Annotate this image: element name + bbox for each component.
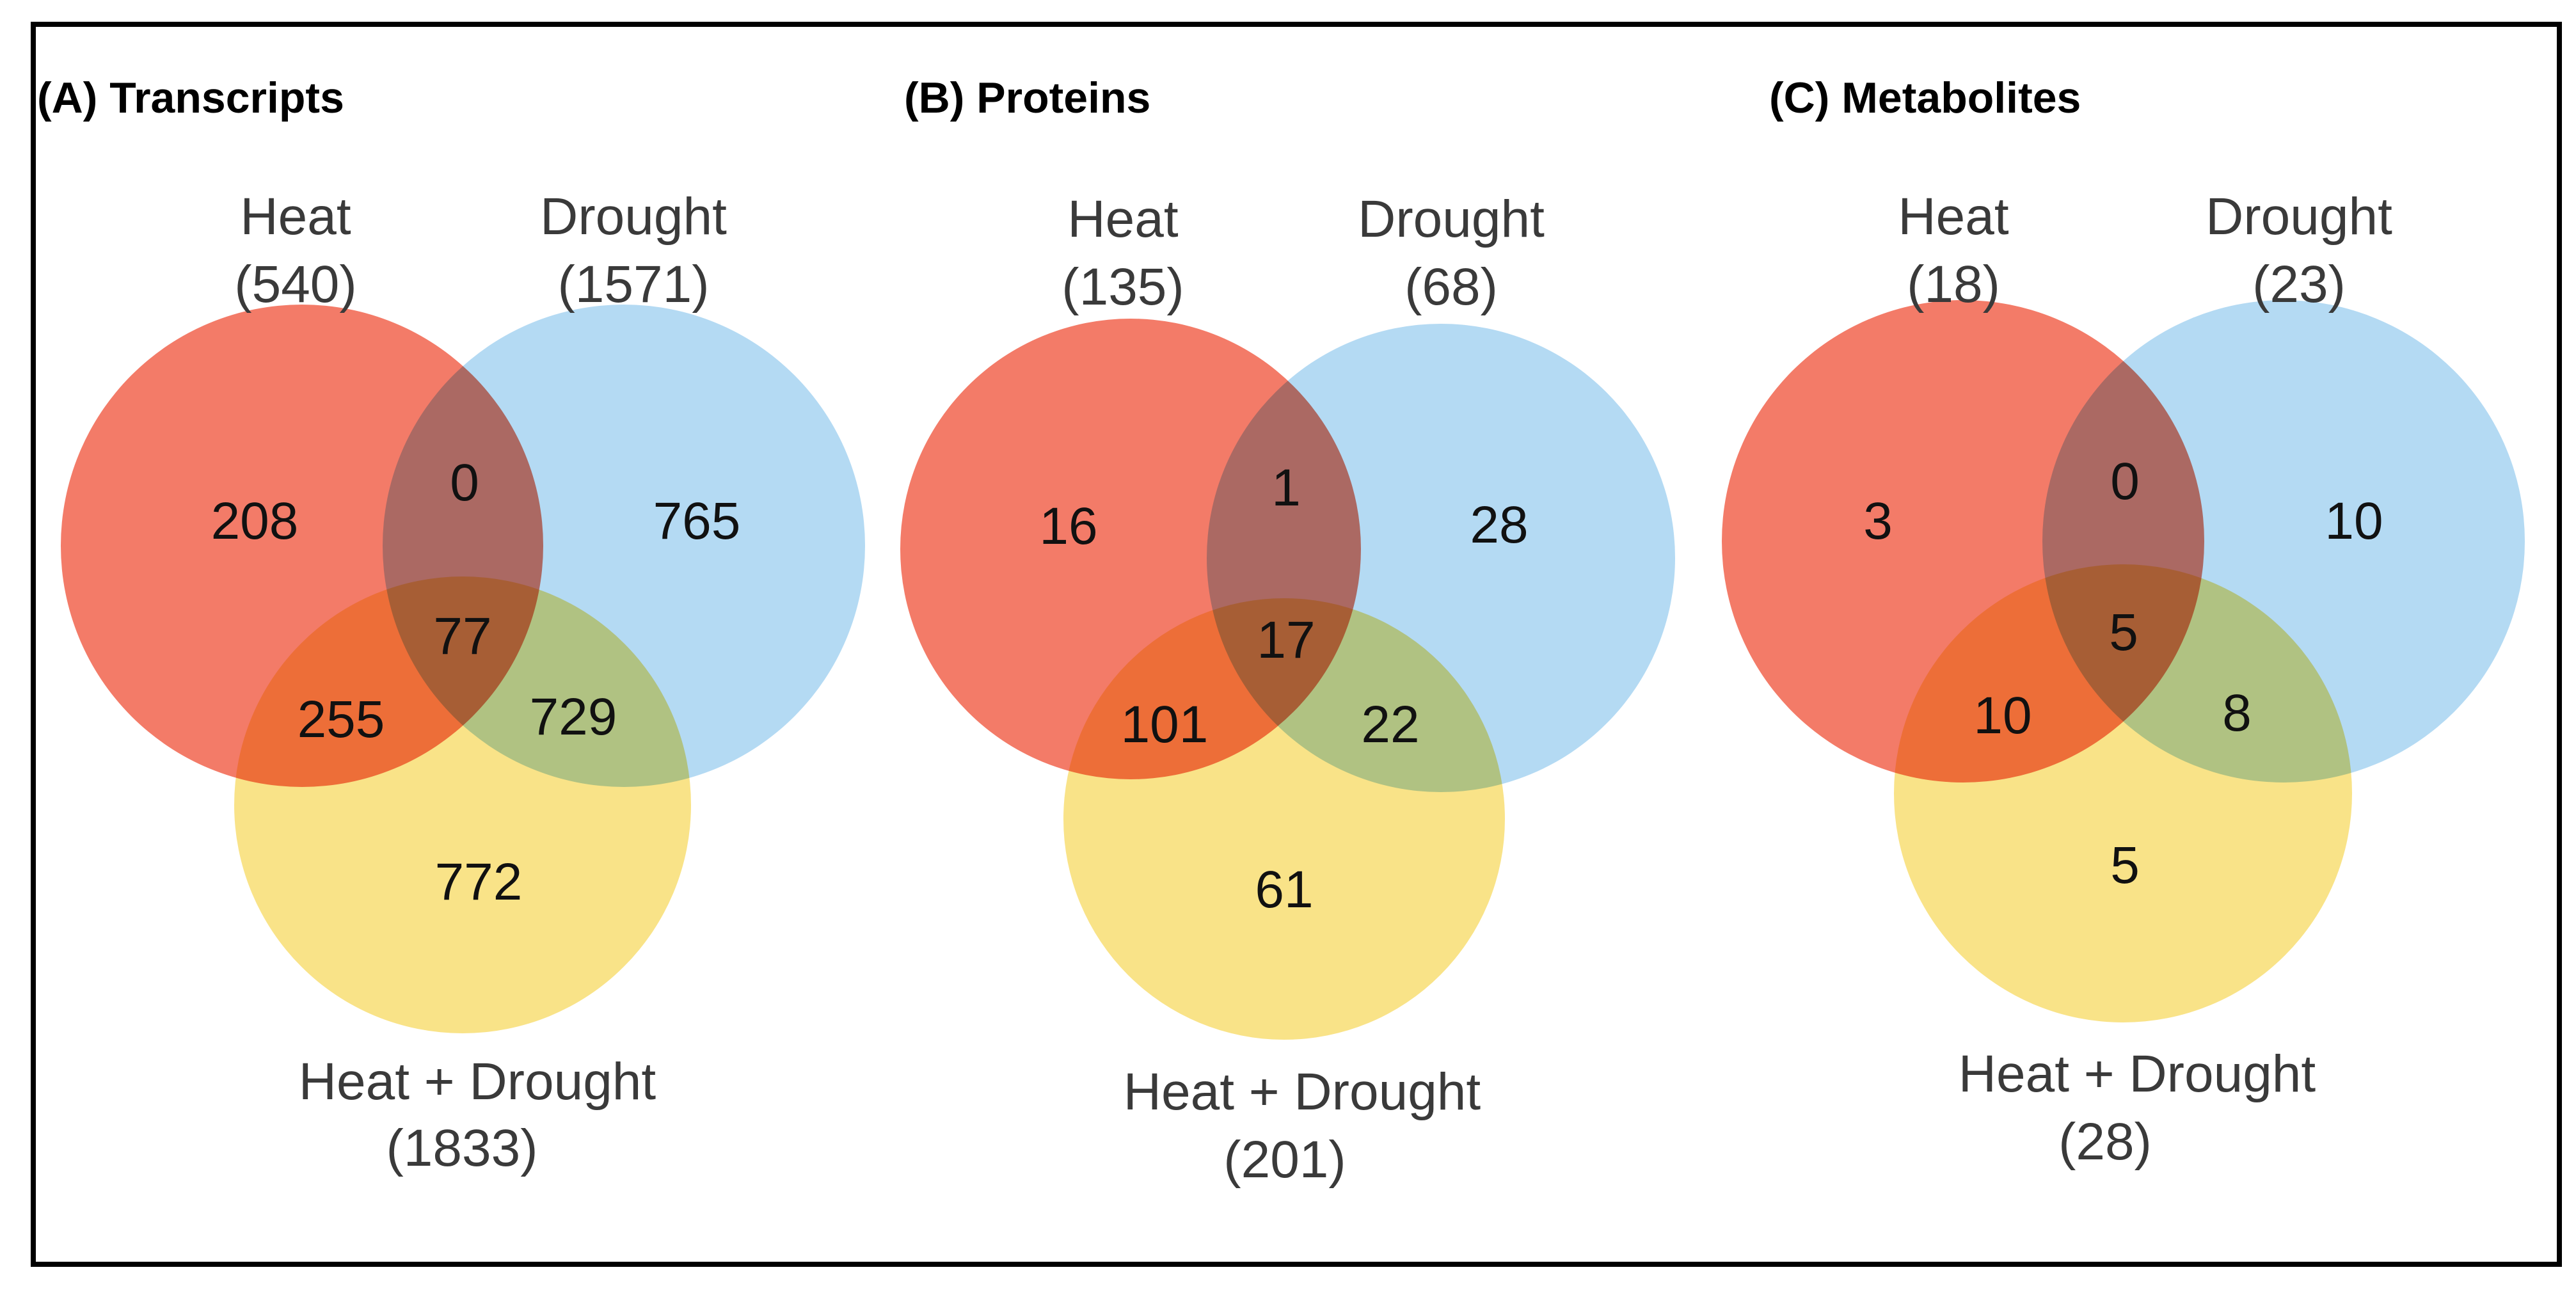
heat-drought-set-label: Heat + Drought [1959, 1045, 2316, 1103]
drought-set-label: Drought [540, 187, 727, 246]
heat-set-label: Heat [1067, 190, 1178, 248]
heat-set-label: Heat [1898, 187, 2008, 246]
panel-metabolites: (C) Metabolites Heat (18) Drought (23) H… [1722, 74, 2525, 1171]
drought-set-label: Drought [1358, 190, 1545, 248]
heat-drought-set-total: (1833) [386, 1119, 537, 1177]
drought-set-total: (23) [2252, 255, 2346, 314]
region-all-three: 77 [433, 607, 491, 665]
region-heat-drought: 1 [1271, 459, 1301, 517]
panel-title: (A) Transcripts [37, 74, 344, 122]
heat-drought-set-label: Heat + Drought [1124, 1063, 1481, 1121]
heat-drought-circle [1894, 564, 2352, 1022]
region-heat-only: 16 [1039, 497, 1097, 555]
region-heat-drought: 0 [2110, 452, 2140, 511]
heat-set-label: Heat [240, 187, 351, 246]
heat-drought-circle [234, 576, 691, 1033]
panel-title: (B) Proteins [904, 74, 1150, 122]
region-heat-only: 3 [1863, 492, 1893, 550]
region-drought-combined: 729 [530, 688, 617, 746]
drought-set-total: (68) [1404, 258, 1498, 316]
region-all-three: 17 [1257, 611, 1315, 669]
heat-set-total: (540) [234, 255, 356, 314]
region-drought-combined: 22 [1361, 695, 1419, 754]
heat-set-total: (135) [1061, 258, 1184, 316]
heat-drought-circle [1063, 598, 1505, 1040]
region-heat-drought: 0 [450, 454, 479, 512]
drought-set-total: (1571) [557, 255, 709, 314]
region-heat-combined: 255 [298, 690, 385, 749]
region-all-three: 5 [2109, 603, 2138, 662]
region-drought-combined: 8 [2222, 684, 2252, 742]
region-combined-only: 772 [435, 853, 523, 911]
region-combined-only: 5 [2110, 836, 2140, 894]
panel-transcripts: (A) Transcripts Heat (540) Drought (1571… [37, 74, 865, 1177]
region-heat-combined: 10 [1973, 687, 2031, 745]
panel-title: (C) Metabolites [1769, 74, 2081, 122]
heat-drought-set-label: Heat + Drought [299, 1053, 656, 1111]
region-heat-only: 208 [211, 492, 299, 550]
heat-drought-set-total: (28) [2058, 1113, 2152, 1171]
panel-proteins: (B) Proteins Heat (135) Drought (68) Hea… [900, 74, 1675, 1189]
figure-frame [31, 22, 2562, 1267]
region-heat-combined: 101 [1121, 695, 1209, 754]
region-drought-only: 765 [653, 492, 741, 550]
drought-set-label: Drought [2206, 187, 2392, 246]
heat-drought-set-total: (201) [1223, 1131, 1346, 1189]
region-drought-only: 28 [1470, 496, 1528, 554]
heat-set-total: (18) [1907, 255, 2000, 314]
region-drought-only: 10 [2325, 492, 2383, 550]
region-combined-only: 61 [1255, 861, 1313, 919]
